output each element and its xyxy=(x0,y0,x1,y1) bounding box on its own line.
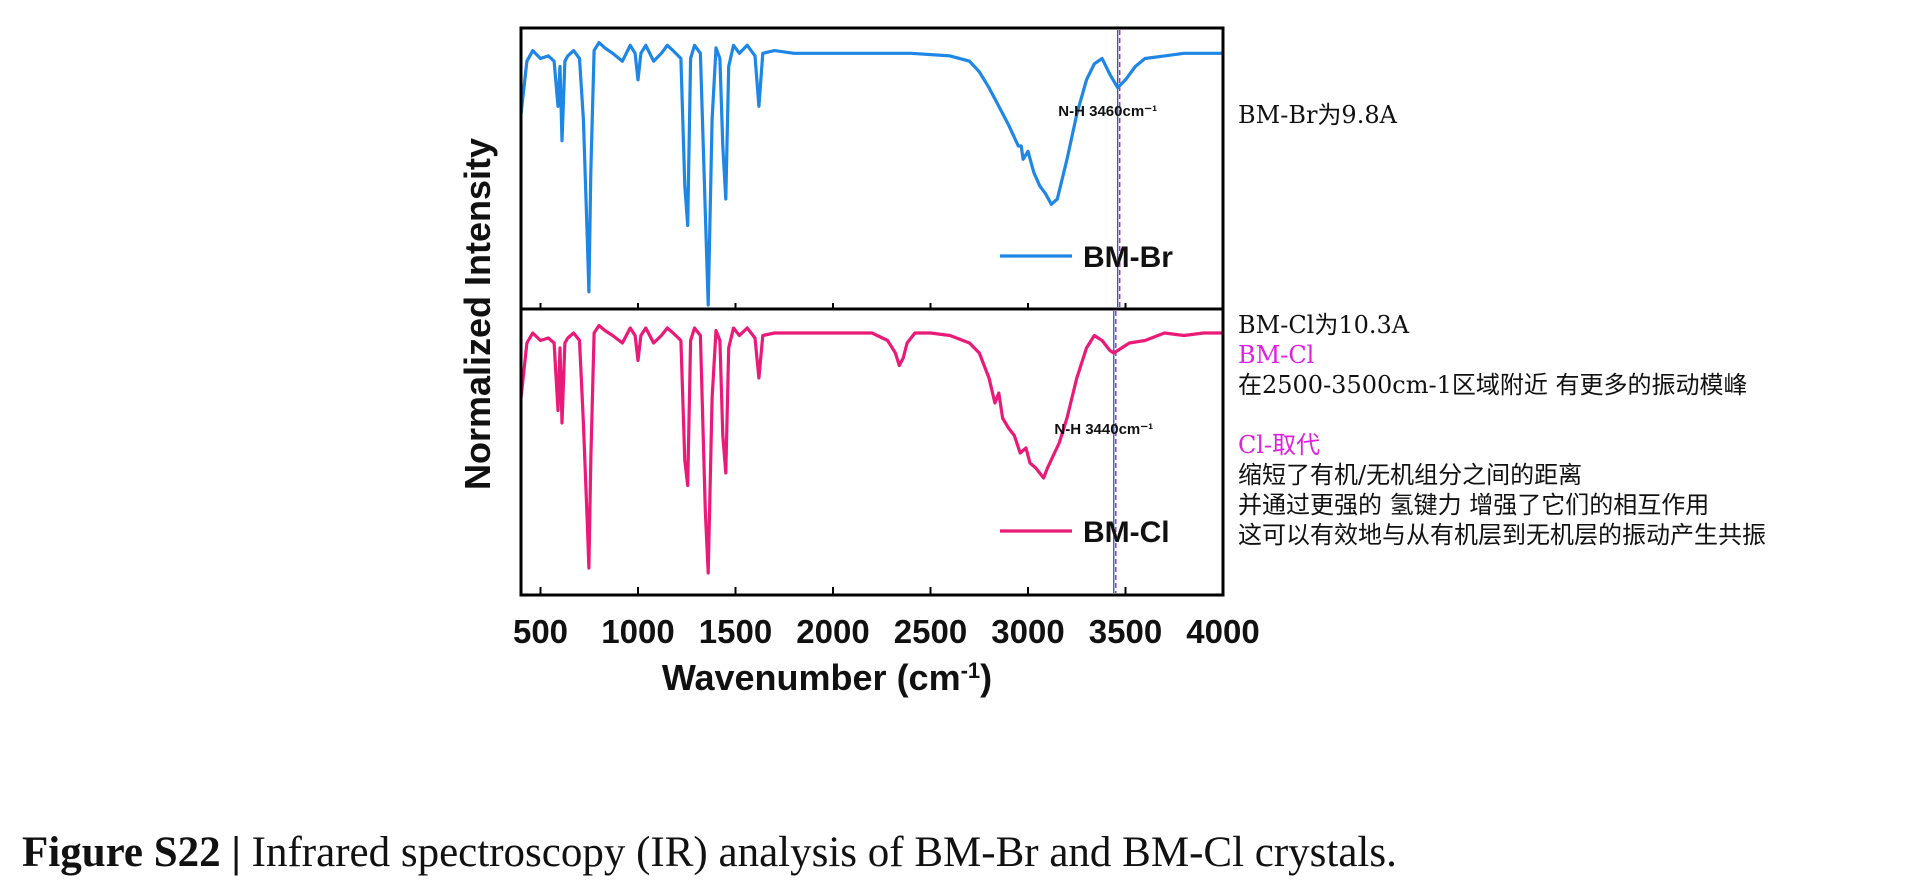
nh-annotation: N-H 3440cm⁻¹ xyxy=(1054,421,1153,438)
cl-note-line xyxy=(1238,400,1766,430)
br-note-line: BM-Br为9.8A xyxy=(1238,101,1397,129)
panel-1: N-H 3460cm⁻¹ BM-Br xyxy=(519,30,1223,307)
x-axis-ticks: 500 1000 1500 2000 2500 3000 3500 4000 xyxy=(513,303,1260,650)
chart-panels: N-H 3460cm⁻¹ BM-Br N-H 3440cm⁻¹ BM-Cl xyxy=(519,30,1223,593)
y-axis-label: Normalized Intensity xyxy=(457,138,498,490)
series-line-bm-br xyxy=(519,41,1223,307)
cl-note-line: Cl-取代 xyxy=(1238,431,1321,459)
panel-2: N-H 3440cm⁻¹ BM-Cl xyxy=(519,311,1223,593)
cl-note-line: 并通过更强的 氢键力 增强了它们的相互作用 xyxy=(1238,491,1710,519)
cl-note-line: 这可以有效地与从有机层到无机层的振动产生共振 xyxy=(1238,521,1766,549)
figure-caption: Figure S22 | Infrared spectroscopy (IR) … xyxy=(22,828,1397,877)
x-tick-label: 1500 xyxy=(699,613,772,650)
legend-label: BM-Br xyxy=(1083,241,1173,274)
x-tick-label: 4000 xyxy=(1186,613,1259,650)
x-tick-label: 500 xyxy=(513,613,568,650)
x-tick-label: 3500 xyxy=(1089,613,1162,650)
cl-note-line: BM-Cl xyxy=(1238,341,1315,369)
plot-frame xyxy=(519,26,1225,597)
x-tick-label: 2500 xyxy=(894,613,967,650)
br-notes: BM-Br为9.8A xyxy=(1238,40,1397,160)
series-line-bm-cl xyxy=(519,323,1223,575)
cl-note-line: BM-Cl为10.3A xyxy=(1238,311,1410,339)
x-tick-label: 2000 xyxy=(796,613,869,650)
cl-notes: BM-Cl为10.3A BM-Cl 在2500-3500cm-1区域附近 有更多的振… xyxy=(1238,310,1766,550)
legend-label: BM-Cl xyxy=(1083,516,1170,549)
caption-text: Infrared spectroscopy (IR) analysis of B… xyxy=(240,829,1397,876)
x-tick-label: 1000 xyxy=(601,613,674,650)
x-axis-label: Wavenumber (cm-1) xyxy=(662,657,992,698)
cl-note-line: 缩短了有机/无机组分之间的距离 xyxy=(1238,461,1583,489)
nh-annotation: N-H 3460cm⁻¹ xyxy=(1058,103,1157,120)
cl-note-line: 在2500-3500cm-1区域附近 有更多的振动模峰 xyxy=(1238,371,1748,399)
caption-label: Figure S22 | xyxy=(22,829,241,876)
x-tick-label: 3000 xyxy=(991,613,1064,650)
